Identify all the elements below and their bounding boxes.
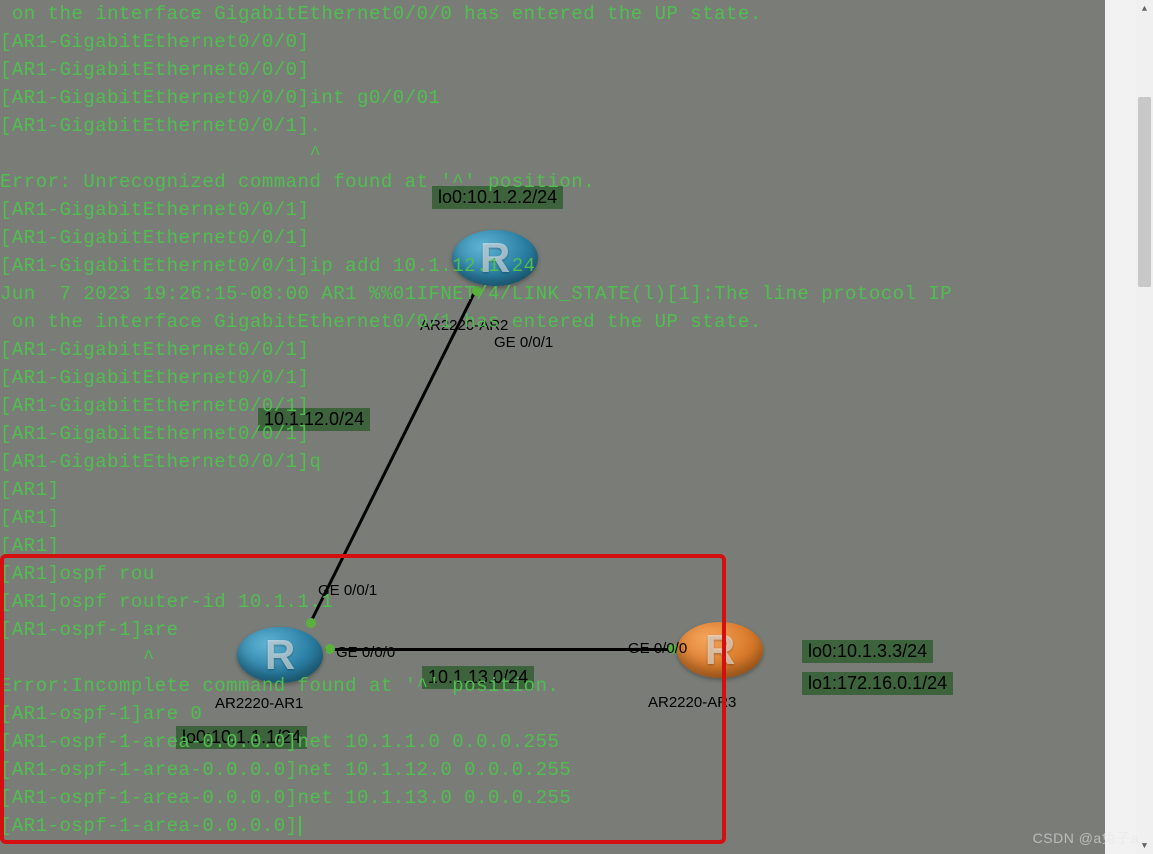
terminal-line: [AR1-GigabitEthernet0/0/0]	[0, 56, 1100, 84]
terminal-line: Error: Unrecognized command found at '^'…	[0, 168, 1100, 196]
terminal-line: [AR1]	[0, 476, 1100, 504]
terminal-line: [AR1-GigabitEthernet0/0/1]	[0, 224, 1100, 252]
terminal-line: [AR1-GigabitEthernet0/0/1]	[0, 364, 1100, 392]
scrollbar-track[interactable]	[1136, 17, 1153, 837]
terminal-line: Jun 7 2023 19:26:15-08:00 AR1 %%01IFNET/…	[0, 280, 1100, 308]
terminal-line: on the interface GigabitEthernet0/0/0 ha…	[0, 0, 1100, 28]
terminal-line: [AR1-GigabitEthernet0/0/1]q	[0, 448, 1100, 476]
terminal-line: [AR1-GigabitEthernet0/0/0]int g0/0/01	[0, 84, 1100, 112]
terminal-line: [AR1]	[0, 504, 1100, 532]
terminal-line: on the interface GigabitEthernet0/0/1 ha…	[0, 308, 1100, 336]
terminal-line: [AR1-GigabitEthernet0/0/1]	[0, 420, 1100, 448]
terminal-line: [AR1-GigabitEthernet0/0/1]ip add 10.1.12…	[0, 252, 1100, 280]
watermark-text: CSDN @a兔子a	[1033, 828, 1139, 848]
terminal-line: [AR1-GigabitEthernet0/0/0]	[0, 28, 1100, 56]
terminal-line: [AR1-GigabitEthernet0/0/1]	[0, 336, 1100, 364]
terminal-line: [AR1-GigabitEthernet0/0/1].	[0, 112, 1100, 140]
terminal-line: [AR1-GigabitEthernet0/0/1]	[0, 392, 1100, 420]
terminal-line: [AR1-GigabitEthernet0/0/1]	[0, 196, 1100, 224]
highlight-rectangle	[0, 554, 726, 844]
scrollbar-thumb[interactable]	[1138, 97, 1151, 287]
terminal-line: ^	[0, 140, 1100, 168]
scroll-up-arrow[interactable]: ▲	[1136, 0, 1153, 17]
vertical-scrollbar[interactable]: ▲ ▼	[1136, 0, 1153, 854]
